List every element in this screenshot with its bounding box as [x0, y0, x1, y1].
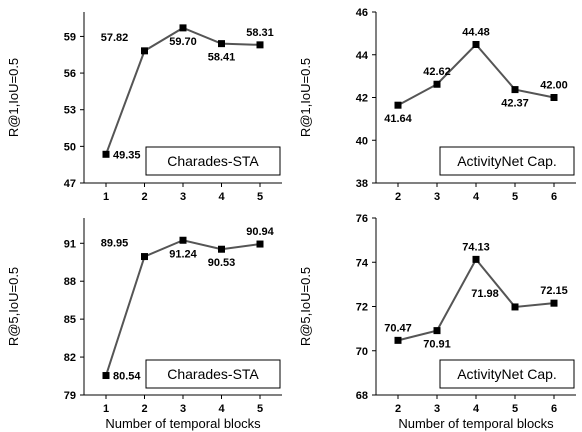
data-point-marker [256, 240, 264, 248]
y-tick-label: 53 [64, 105, 76, 117]
y-tick-label: 68 [356, 390, 368, 402]
x-tick-label: 2 [395, 191, 401, 203]
x-tick-label: 3 [180, 403, 186, 415]
data-point-marker [511, 303, 519, 311]
data-point-marker [394, 336, 402, 344]
y-tick-label: 50 [64, 141, 76, 153]
x-tick-label: 5 [512, 191, 518, 203]
data-label: 71.98 [471, 288, 499, 300]
x-axis-title: Number of temporal blocks [398, 416, 554, 431]
data-point-marker [102, 372, 110, 380]
data-point-marker [433, 80, 441, 88]
y-tick-label: 46 [356, 7, 368, 19]
x-tick-label: 5 [512, 403, 518, 415]
data-label: 42.00 [540, 80, 568, 92]
y-axis-title: R@5,IoU=0.5 [6, 267, 21, 346]
data-label: 49.35 [113, 149, 141, 161]
data-point-marker [550, 94, 558, 101]
data-label: 70.47 [384, 322, 412, 334]
x-tick-label: 2 [141, 403, 147, 415]
data-label: 57.82 [101, 32, 129, 44]
y-tick-label: 70 [356, 346, 368, 358]
x-tick-label: 3 [434, 191, 440, 203]
x-tick-label: 5 [257, 191, 263, 203]
data-label: 91.24 [169, 248, 197, 260]
y-tick-label: 44 [356, 50, 369, 62]
data-point-marker [179, 236, 187, 244]
x-tick-label: 4 [473, 191, 480, 203]
y-tick-label: 82 [64, 352, 76, 364]
y-tick-label: 79 [64, 390, 76, 402]
y-tick-label: 72 [356, 302, 368, 314]
data-label: 70.91 [423, 339, 451, 351]
dataset-label: Charades-STA [167, 153, 259, 169]
data-point-marker [511, 86, 519, 94]
data-label: 90.94 [246, 226, 274, 238]
data-point-marker [141, 253, 148, 261]
y-tick-label: 38 [356, 178, 368, 190]
x-tick-label: 1 [103, 403, 109, 415]
data-point-marker [256, 41, 264, 49]
x-tick-label: 2 [141, 191, 147, 203]
data-label: 42.62 [423, 66, 451, 78]
dataset-label-box [145, 146, 281, 176]
data-point-marker [433, 327, 441, 335]
y-axis-title: R@5,IoU=0.5 [298, 267, 313, 346]
x-tick-label: 1 [103, 191, 109, 203]
dataset-label-box [145, 359, 281, 389]
data-label: 44.48 [462, 26, 490, 38]
y-tick-label: 47 [64, 178, 76, 190]
y-tick-label: 59 [64, 31, 76, 43]
data-point-marker [472, 255, 480, 263]
x-tick-label: 4 [473, 403, 480, 415]
data-label: 72.15 [540, 285, 568, 297]
data-point-marker [472, 40, 480, 48]
data-point-marker [550, 299, 558, 307]
dataset-label: ActivityNet Cap. [457, 366, 557, 382]
data-label: 41.64 [384, 113, 412, 125]
dataset-label-box [439, 359, 575, 389]
x-tick-label: 6 [551, 403, 557, 415]
dataset-label: ActivityNet Cap. [457, 153, 557, 169]
y-tick-label: 74 [356, 257, 369, 269]
y-tick-label: 91 [64, 238, 76, 250]
x-tick-label: 3 [180, 191, 186, 203]
data-label: 80.54 [113, 371, 141, 383]
data-point-marker [141, 47, 148, 55]
y-tick-label: 88 [64, 276, 76, 288]
data-point-marker [102, 150, 110, 158]
data-label: 59.70 [169, 36, 197, 48]
x-tick-label: 4 [218, 403, 225, 415]
y-tick-label: 42 [356, 93, 368, 105]
data-label: 74.13 [462, 241, 490, 253]
data-point-marker [394, 101, 402, 109]
data-label: 58.41 [208, 52, 236, 64]
data-label: 42.37 [501, 98, 529, 110]
data-label: 89.95 [101, 238, 129, 250]
y-tick-label: 85 [64, 314, 76, 326]
y-axis-title: R@1,IoU=0.5 [6, 58, 21, 137]
dataset-label-box [439, 146, 575, 176]
data-point-marker [179, 24, 187, 32]
x-tick-label: 2 [395, 403, 401, 415]
dataset-label: Charades-STA [167, 366, 259, 382]
x-tick-label: 4 [218, 191, 225, 203]
x-tick-label: 3 [434, 403, 440, 415]
data-point-marker [218, 40, 225, 48]
data-label: 90.53 [208, 257, 236, 269]
x-tick-label: 6 [551, 191, 557, 203]
data-label: 58.31 [246, 27, 274, 39]
y-axis-title: R@1,IoU=0.5 [298, 58, 313, 137]
y-tick-label: 56 [64, 68, 76, 80]
y-tick-label: 40 [356, 135, 368, 147]
data-point-marker [218, 245, 225, 253]
x-tick-label: 5 [257, 403, 263, 415]
y-tick-label: 76 [356, 213, 368, 225]
x-axis-title: Number of temporal blocks [105, 416, 261, 431]
